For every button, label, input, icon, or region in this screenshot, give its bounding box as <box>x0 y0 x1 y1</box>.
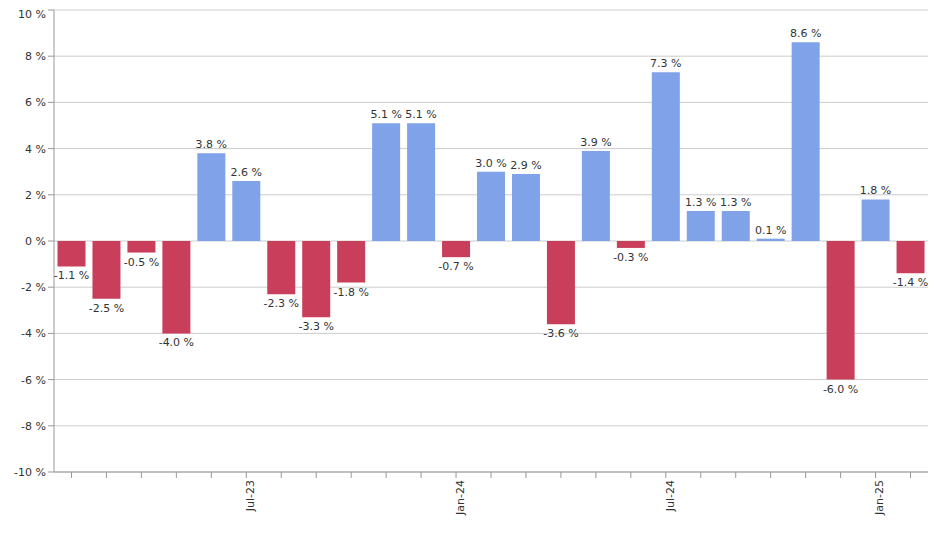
svg-text:5.1 %: 5.1 % <box>405 108 436 121</box>
svg-text:6 %: 6 % <box>25 96 46 109</box>
svg-text:2.9 %: 2.9 % <box>510 159 541 172</box>
svg-text:3.8 %: 3.8 % <box>196 138 227 151</box>
svg-text:-0.3 %: -0.3 % <box>613 251 648 264</box>
svg-text:3.0 %: 3.0 % <box>475 157 506 170</box>
svg-text:-1.8 %: -1.8 % <box>333 286 368 299</box>
svg-text:-4.0 %: -4.0 % <box>159 336 194 349</box>
svg-text:3.9 %: 3.9 % <box>580 136 611 149</box>
svg-text:2.6 %: 2.6 % <box>231 166 262 179</box>
svg-text:4 %: 4 % <box>25 143 46 156</box>
svg-text:-6 %: -6 % <box>21 374 46 387</box>
svg-text:-4 %: -4 % <box>21 327 46 340</box>
svg-text:-2.3 %: -2.3 % <box>264 297 299 310</box>
svg-text:0.1 %: 0.1 % <box>755 224 786 237</box>
svg-text:-2.5 %: -2.5 % <box>89 302 124 315</box>
svg-text:-0.7 %: -0.7 % <box>438 260 473 273</box>
svg-text:1.3 %: 1.3 % <box>685 196 716 209</box>
svg-text:1.3 %: 1.3 % <box>720 196 751 209</box>
svg-text:-0.5 %: -0.5 % <box>124 256 159 269</box>
svg-text:Jan-24: Jan-24 <box>454 480 467 516</box>
svg-text:-6.0 %: -6.0 % <box>823 383 858 396</box>
svg-text:2 %: 2 % <box>25 189 46 202</box>
svg-text:Jan-25: Jan-25 <box>873 480 886 516</box>
svg-text:Jul-23: Jul-23 <box>244 480 257 512</box>
svg-text:8.6 %: 8.6 % <box>790 27 821 40</box>
svg-text:-1.4 %: -1.4 % <box>893 276 928 289</box>
svg-text:-3.6 %: -3.6 % <box>543 327 578 340</box>
svg-text:Jul-24: Jul-24 <box>664 480 677 512</box>
svg-text:-3.3 %: -3.3 % <box>299 320 334 333</box>
svg-text:0 %: 0 % <box>25 235 46 248</box>
svg-text:-10 %: -10 % <box>14 466 46 479</box>
svg-text:8 %: 8 % <box>25 50 46 63</box>
svg-text:10 %: 10 % <box>18 8 46 21</box>
svg-text:1.8 %: 1.8 % <box>860 184 891 197</box>
svg-text:5.1 %: 5.1 % <box>370 108 401 121</box>
svg-text:-2 %: -2 % <box>21 281 46 294</box>
svg-text:7.3 %: 7.3 % <box>650 57 681 70</box>
svg-text:-1.1 %: -1.1 % <box>54 269 89 282</box>
svg-text:-8 %: -8 % <box>21 420 46 433</box>
